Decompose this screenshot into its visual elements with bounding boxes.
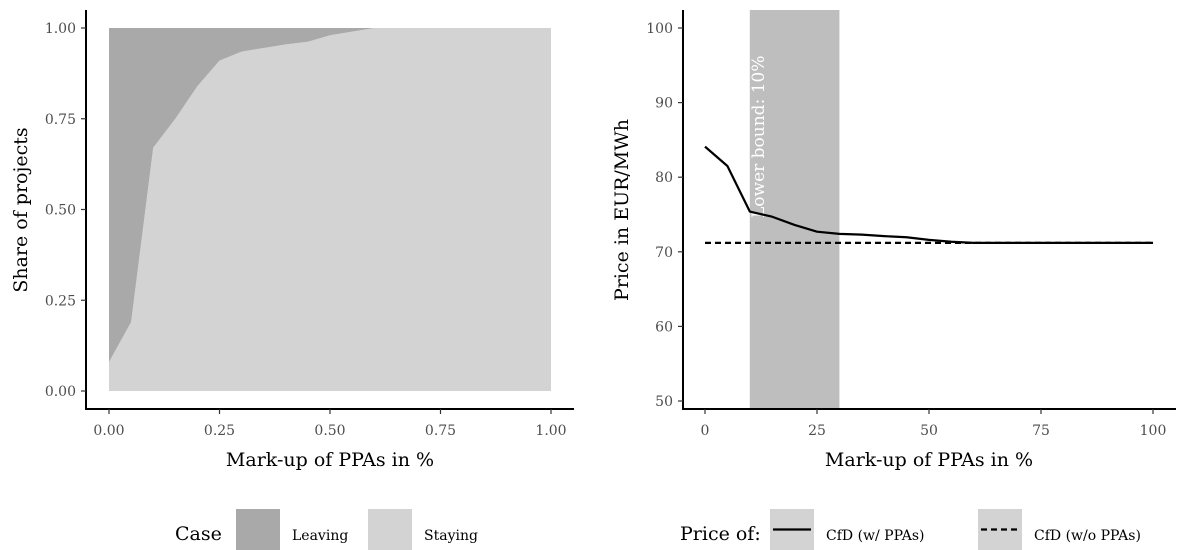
y-tick-label: 60 <box>655 319 673 335</box>
bound-band <box>749 10 840 409</box>
y-tick-label: 80 <box>655 170 673 186</box>
line-layer <box>704 145 1153 244</box>
legend: Price of: CfD (w/ PPAs) CfD (w/o PPAs) <box>680 509 1141 550</box>
legend-label-with-ppas: CfD (w/ PPAs) <box>826 528 925 544</box>
x-tick-label: 0 <box>701 423 710 439</box>
x-tick-label: 0.25 <box>204 423 235 439</box>
x-tick-label: 75 <box>1032 423 1050 439</box>
area-layers <box>109 28 551 391</box>
x-tick-label: 0.00 <box>93 423 124 439</box>
legend-title: Case <box>175 523 222 545</box>
y-tick-label: 50 <box>655 394 673 410</box>
area-staying <box>109 28 551 391</box>
y-tick-label: 0.00 <box>45 384 76 400</box>
left-panel: 0.00 0.25 0.50 0.75 1.00 0.00 0.25 0.50 0.75 1.0… <box>10 10 574 550</box>
legend-label-staying: Staying <box>424 528 478 544</box>
y-tick-label: 100 <box>646 21 673 37</box>
y-tick-label: 0.50 <box>45 203 76 219</box>
annotation-upper-bound: Upper bound: 30% <box>838 56 858 219</box>
y-tick-label: 90 <box>655 96 673 112</box>
x-tick-label: 0.75 <box>425 423 456 439</box>
x-axis-ticks: 0 25 50 75 100 <box>701 409 1167 439</box>
y-tick-label: 70 <box>655 245 673 261</box>
x-tick-label: 0.50 <box>314 423 345 439</box>
x-axis-title: Mark-up of PPAs in % <box>226 449 434 471</box>
y-tick-label: 0.25 <box>45 293 76 309</box>
legend: Case Leaving Staying <box>175 509 478 550</box>
annotation-lower-bound: Lower bound: 10% <box>749 56 769 218</box>
x-axis-ticks: 0.00 0.25 0.50 0.75 1.00 <box>93 409 567 439</box>
x-tick-label: 1.00 <box>535 423 566 439</box>
y-tick-label: 1.00 <box>45 21 76 37</box>
legend-swatch-leaving <box>236 509 280 550</box>
x-tick-label: 50 <box>920 423 938 439</box>
y-tick-label: 0.75 <box>45 112 76 128</box>
area-leaving <box>109 28 551 362</box>
x-tick-label: 25 <box>808 423 826 439</box>
y-axis-ticks: 0.00 0.25 0.50 0.75 1.00 <box>45 21 86 400</box>
y-axis-title: Share of projects <box>10 127 32 292</box>
y-axis-title: Price in EUR/MWh <box>611 119 633 301</box>
y-axis-ticks: 50 60 70 80 90 100 <box>646 21 683 410</box>
legend-title: Price of: <box>680 523 761 545</box>
right-panel: Lower bound: 10% Upper bound: 30% 50 60 70 8… <box>611 10 1176 550</box>
legend-swatch-staying <box>368 509 412 550</box>
legend-label-leaving: Leaving <box>292 528 348 544</box>
bound-band-layer: Lower bound: 10% Upper bound: 30% <box>749 10 858 409</box>
x-axis-title: Mark-up of PPAs in % <box>825 449 1033 471</box>
x-tick-label: 100 <box>1140 423 1167 439</box>
legend-label-without-ppas: CfD (w/o PPAs) <box>1034 528 1141 544</box>
